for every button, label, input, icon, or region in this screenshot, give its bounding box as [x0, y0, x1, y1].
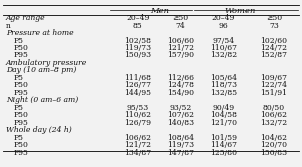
Text: 132/72: 132/72 [260, 119, 288, 127]
Text: ≥50: ≥50 [266, 14, 282, 22]
Text: 121/72: 121/72 [124, 141, 151, 149]
Text: 124/78: 124/78 [167, 81, 194, 89]
Text: 147/87: 147/87 [167, 149, 194, 157]
Text: 134/87: 134/87 [124, 149, 151, 157]
Text: Women: Women [224, 7, 255, 15]
Text: ≥50: ≥50 [172, 14, 189, 22]
Text: 151/91: 151/91 [260, 89, 287, 97]
Text: 118/73: 118/73 [210, 81, 237, 89]
Text: 74: 74 [176, 22, 185, 30]
Text: 119/73: 119/73 [167, 141, 194, 149]
Text: 150/93: 150/93 [124, 51, 151, 59]
Text: 102/60: 102/60 [260, 37, 287, 45]
Text: 110/62: 110/62 [124, 111, 151, 119]
Text: 105/64: 105/64 [210, 74, 237, 82]
Text: P95: P95 [13, 149, 28, 157]
Text: 20–49: 20–49 [126, 14, 149, 22]
Text: 106/62: 106/62 [260, 111, 287, 119]
Text: 126/77: 126/77 [124, 81, 151, 89]
Text: 124/72: 124/72 [260, 44, 287, 52]
Text: 108/64: 108/64 [167, 134, 194, 142]
Text: 132/85: 132/85 [210, 89, 237, 97]
Text: P5: P5 [13, 134, 23, 142]
Text: 106/62: 106/62 [124, 134, 151, 142]
Text: Ambulatory pressure: Ambulatory pressure [6, 59, 87, 67]
Text: 101/59: 101/59 [210, 134, 237, 142]
Text: 122/74: 122/74 [260, 81, 287, 89]
Text: 109/67: 109/67 [260, 74, 287, 82]
Text: 85: 85 [133, 22, 143, 30]
Text: P5: P5 [13, 37, 23, 45]
Text: Night (0 am–6 am): Night (0 am–6 am) [6, 96, 78, 104]
Text: 102/58: 102/58 [124, 37, 151, 45]
Text: 114/67: 114/67 [210, 141, 237, 149]
Text: n: n [6, 22, 11, 30]
Text: 121/72: 121/72 [167, 44, 194, 52]
Text: 120/70: 120/70 [260, 141, 287, 149]
Text: 119/73: 119/73 [124, 44, 151, 52]
Text: 20–49: 20–49 [212, 14, 235, 22]
Text: P5: P5 [13, 74, 23, 82]
Text: 125/80: 125/80 [210, 149, 237, 157]
Text: 106/60: 106/60 [167, 37, 194, 45]
Text: 80/50: 80/50 [263, 104, 285, 112]
Text: 107/62: 107/62 [167, 111, 194, 119]
Text: 110/67: 110/67 [210, 44, 237, 52]
Text: 93/52: 93/52 [169, 104, 192, 112]
Text: 73: 73 [269, 22, 279, 30]
Text: 154/90: 154/90 [167, 89, 194, 97]
Text: 144/95: 144/95 [124, 89, 151, 97]
Text: 121/70: 121/70 [210, 119, 237, 127]
Text: 140/83: 140/83 [167, 119, 194, 127]
Text: 104/58: 104/58 [210, 111, 237, 119]
Text: P95: P95 [13, 119, 28, 127]
Text: 132/82: 132/82 [210, 51, 237, 59]
Text: Day (10 am–8 pm): Day (10 am–8 pm) [6, 66, 76, 74]
Text: 111/68: 111/68 [124, 74, 151, 82]
Text: 157/90: 157/90 [167, 51, 194, 59]
Text: 90/49: 90/49 [212, 104, 235, 112]
Text: 126/79: 126/79 [124, 119, 151, 127]
Text: 150/83: 150/83 [260, 149, 288, 157]
Text: P50: P50 [13, 111, 28, 119]
Text: 96: 96 [219, 22, 228, 30]
Text: 97/54: 97/54 [212, 37, 235, 45]
Text: Whole day (24 h): Whole day (24 h) [6, 126, 72, 134]
Text: P95: P95 [13, 89, 28, 97]
Text: P95: P95 [13, 51, 28, 59]
Text: P50: P50 [13, 81, 28, 89]
Text: 104/62: 104/62 [260, 134, 287, 142]
Text: P5: P5 [13, 104, 23, 112]
Text: Men: Men [150, 7, 169, 15]
Text: P50: P50 [13, 44, 28, 52]
Text: Pressure at home: Pressure at home [6, 29, 74, 37]
Text: 95/53: 95/53 [127, 104, 149, 112]
Text: Age range: Age range [6, 14, 46, 22]
Text: 112/66: 112/66 [167, 74, 194, 82]
Text: P50: P50 [13, 141, 28, 149]
Text: 152/87: 152/87 [260, 51, 287, 59]
